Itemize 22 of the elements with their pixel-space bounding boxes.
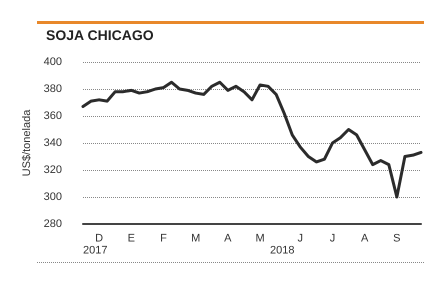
x-tick-label: J [330,232,336,244]
y-tick-label: 340 [44,137,62,149]
x-tick-label: S [393,232,401,244]
y-tick-label: 360 [44,110,62,122]
x-tick-label: A [360,232,369,244]
y-tick-label: 300 [44,191,62,203]
x-tick-label: M [191,232,200,244]
y-axis-title: US$/tonelada [21,108,34,176]
chart-title: SOJA CHICAGO [46,27,154,43]
x-tick-label: J [298,232,304,244]
line-series [82,80,422,198]
y-tick-label: 400 [44,56,62,68]
x-tick-label: M [255,232,265,244]
text: 2017 [83,244,108,256]
y-tick-label: 280 [44,218,62,230]
x-tick-label: D [95,232,104,244]
y-tick-label: 320 [44,164,62,176]
x-tick-label: F [160,232,168,244]
y-tick-label: 380 [44,83,62,95]
x-tick-label: A [224,232,232,244]
x-tick-label: E [128,232,135,244]
text: 2018 [270,244,294,256]
